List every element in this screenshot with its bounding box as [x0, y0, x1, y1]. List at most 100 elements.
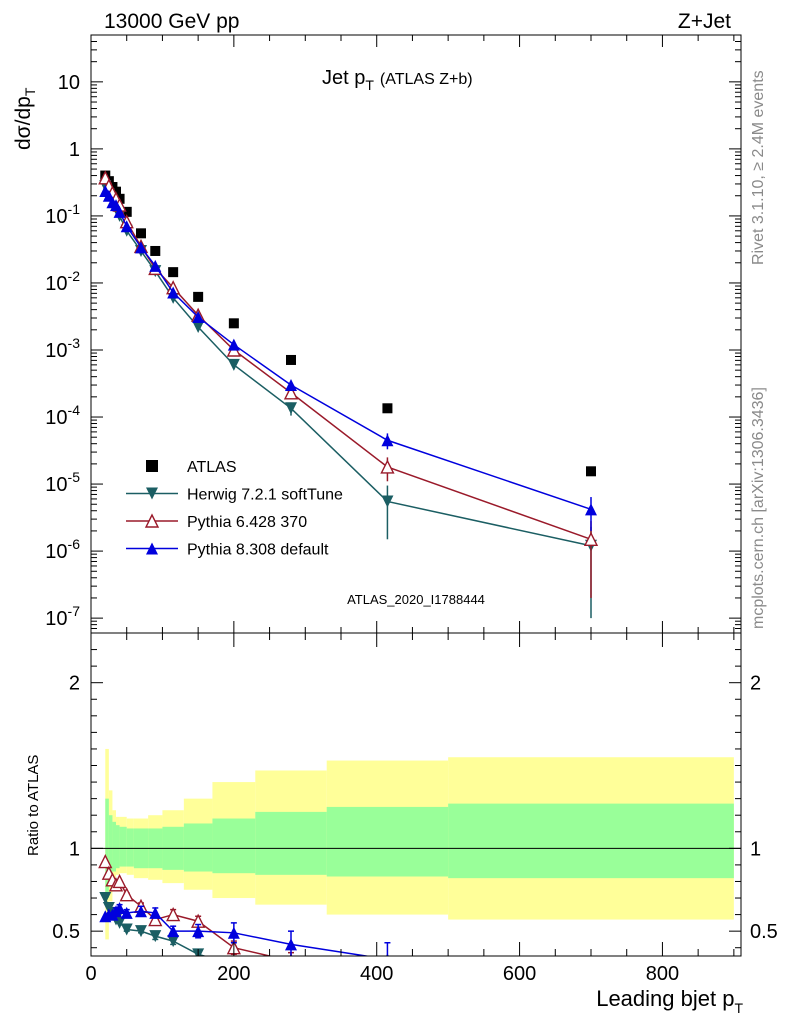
uncertainty-band-inner	[119, 826, 127, 867]
legend-item: ATLAS	[146, 459, 237, 476]
y-tick-exp: -3	[68, 335, 81, 351]
y-axis-label: dσ/dpT	[12, 87, 38, 150]
y-tick-label: 10-6	[45, 536, 80, 563]
y-tick-label: 10-7	[45, 603, 80, 630]
y-tick-label: 10-1	[45, 201, 80, 228]
legend-label: Pythia 6.428 370	[187, 514, 307, 531]
y-tick-exp: -6	[68, 536, 81, 552]
x-tick-label: 400	[360, 963, 393, 985]
data-point	[149, 259, 162, 272]
y-tick-base: 10	[45, 474, 67, 496]
y-tick-label: 10-2	[45, 268, 80, 295]
legend-label: Pythia 8.308 default	[187, 542, 329, 559]
y-tick-base: 10	[45, 407, 67, 429]
y-tick-base: 10	[45, 340, 67, 362]
legend-item: Pythia 8.308 default	[126, 542, 329, 559]
side-label-top: Rivet 3.1.10, ≥ 2.4M events	[750, 70, 767, 265]
series-0	[100, 170, 596, 477]
legend-item: Pythia 6.428 370	[126, 513, 307, 531]
data-point	[113, 205, 126, 218]
ratio-point	[166, 907, 181, 922]
y-tick-label: 2	[69, 673, 80, 695]
ratio-point	[112, 873, 127, 889]
y-tick-label-right: 0.5	[750, 921, 778, 943]
data-point	[586, 466, 596, 477]
y-tick-exp: -7	[68, 603, 81, 619]
legend-label: ATLAS	[187, 459, 237, 476]
ratio-point	[98, 854, 113, 869]
ratio-point	[386, 953, 389, 956]
ratio-point	[99, 892, 112, 905]
xlabel-main: Leading bjet p	[596, 986, 734, 1011]
header-left: 13000 GeV pp	[104, 10, 239, 33]
side-label-bottom: mcplots.cern.ch [arXiv:1306.3436]	[750, 387, 767, 629]
uncertainty-band-inner	[126, 828, 134, 867]
series-1	[99, 179, 597, 619]
y-tick-exp: -5	[68, 469, 81, 485]
series-line	[104, 185, 592, 547]
title-sub: T	[365, 77, 374, 93]
data-point	[381, 495, 394, 508]
legend-label: Herwig 7.2.1 softTune	[187, 487, 343, 504]
y-tick-exp: -4	[68, 402, 81, 418]
data-point	[380, 459, 395, 474]
legend-marker	[144, 513, 160, 528]
ratio-point	[289, 953, 293, 956]
legend-marker	[146, 487, 158, 500]
ratio-point	[119, 887, 134, 902]
y-tick-label: 10	[58, 72, 80, 94]
y-tick-label: 10-3	[45, 335, 80, 362]
header-right: Z+Jet	[678, 10, 731, 33]
legend-marker	[146, 460, 158, 472]
uncertainty-band-inner	[112, 821, 116, 872]
ratio-plot: 0 200 400 600 800 0.5 0.5 1 1 2 2 Ratio to ATLAS L…	[25, 632, 778, 1016]
ratio-point	[285, 938, 297, 951]
data-point	[121, 206, 132, 217]
y-tick-label: 10-5	[45, 469, 80, 496]
ratio-series-2	[99, 901, 391, 956]
ratio-point	[120, 923, 133, 936]
ratio-point	[113, 901, 126, 914]
data-point	[150, 245, 161, 256]
watermark: ATLAS_2020_I1788444	[347, 592, 485, 607]
ylabel-main: dσ/dp	[12, 96, 35, 150]
uncertainty-band-inner	[212, 818, 256, 874]
data-point	[193, 291, 204, 302]
series-line	[104, 190, 592, 511]
data-point	[228, 318, 239, 329]
y-tick-label-right: 1	[750, 838, 761, 860]
uncertainty-band-inner	[255, 811, 327, 875]
ratio-point	[120, 906, 133, 919]
y-tick-label-right: 2	[750, 673, 761, 695]
data-point	[283, 385, 299, 400]
data-point	[167, 286, 180, 299]
data-point	[381, 434, 394, 447]
y-tick-base: 10	[58, 72, 80, 94]
series-3	[99, 185, 597, 531]
y-tick-base: 10	[45, 273, 67, 295]
y-tick-base: 1	[69, 139, 80, 161]
y-tick-label: 1	[69, 139, 80, 161]
data-point	[286, 354, 296, 365]
y-tick-label: 1	[69, 838, 80, 860]
y-tick-label: 0.5	[52, 921, 80, 943]
xlabel-sub: T	[734, 1000, 743, 1016]
data-point	[285, 402, 297, 415]
data-point	[227, 338, 240, 351]
data-point	[136, 228, 146, 239]
x-axis-label: Leading bjet pT	[596, 986, 743, 1016]
x-tick-label: 600	[503, 963, 536, 985]
data-point	[192, 321, 205, 334]
y-tick-base: 10	[45, 206, 67, 228]
title-main: Jet p	[322, 67, 365, 89]
ratio-point	[149, 930, 162, 943]
title-suffix: (ATLAS Z+b)	[380, 71, 473, 88]
uncertainty-band-inner	[326, 806, 449, 877]
legend-item: Herwig 7.2.1 softTune	[126, 487, 343, 504]
main-plot-title: Jet pT (ATLAS Z+b)	[322, 67, 473, 93]
series-2	[98, 170, 599, 598]
ratio-point	[167, 935, 180, 948]
uncertainty-band-inner	[183, 823, 213, 872]
data-point	[168, 267, 179, 278]
